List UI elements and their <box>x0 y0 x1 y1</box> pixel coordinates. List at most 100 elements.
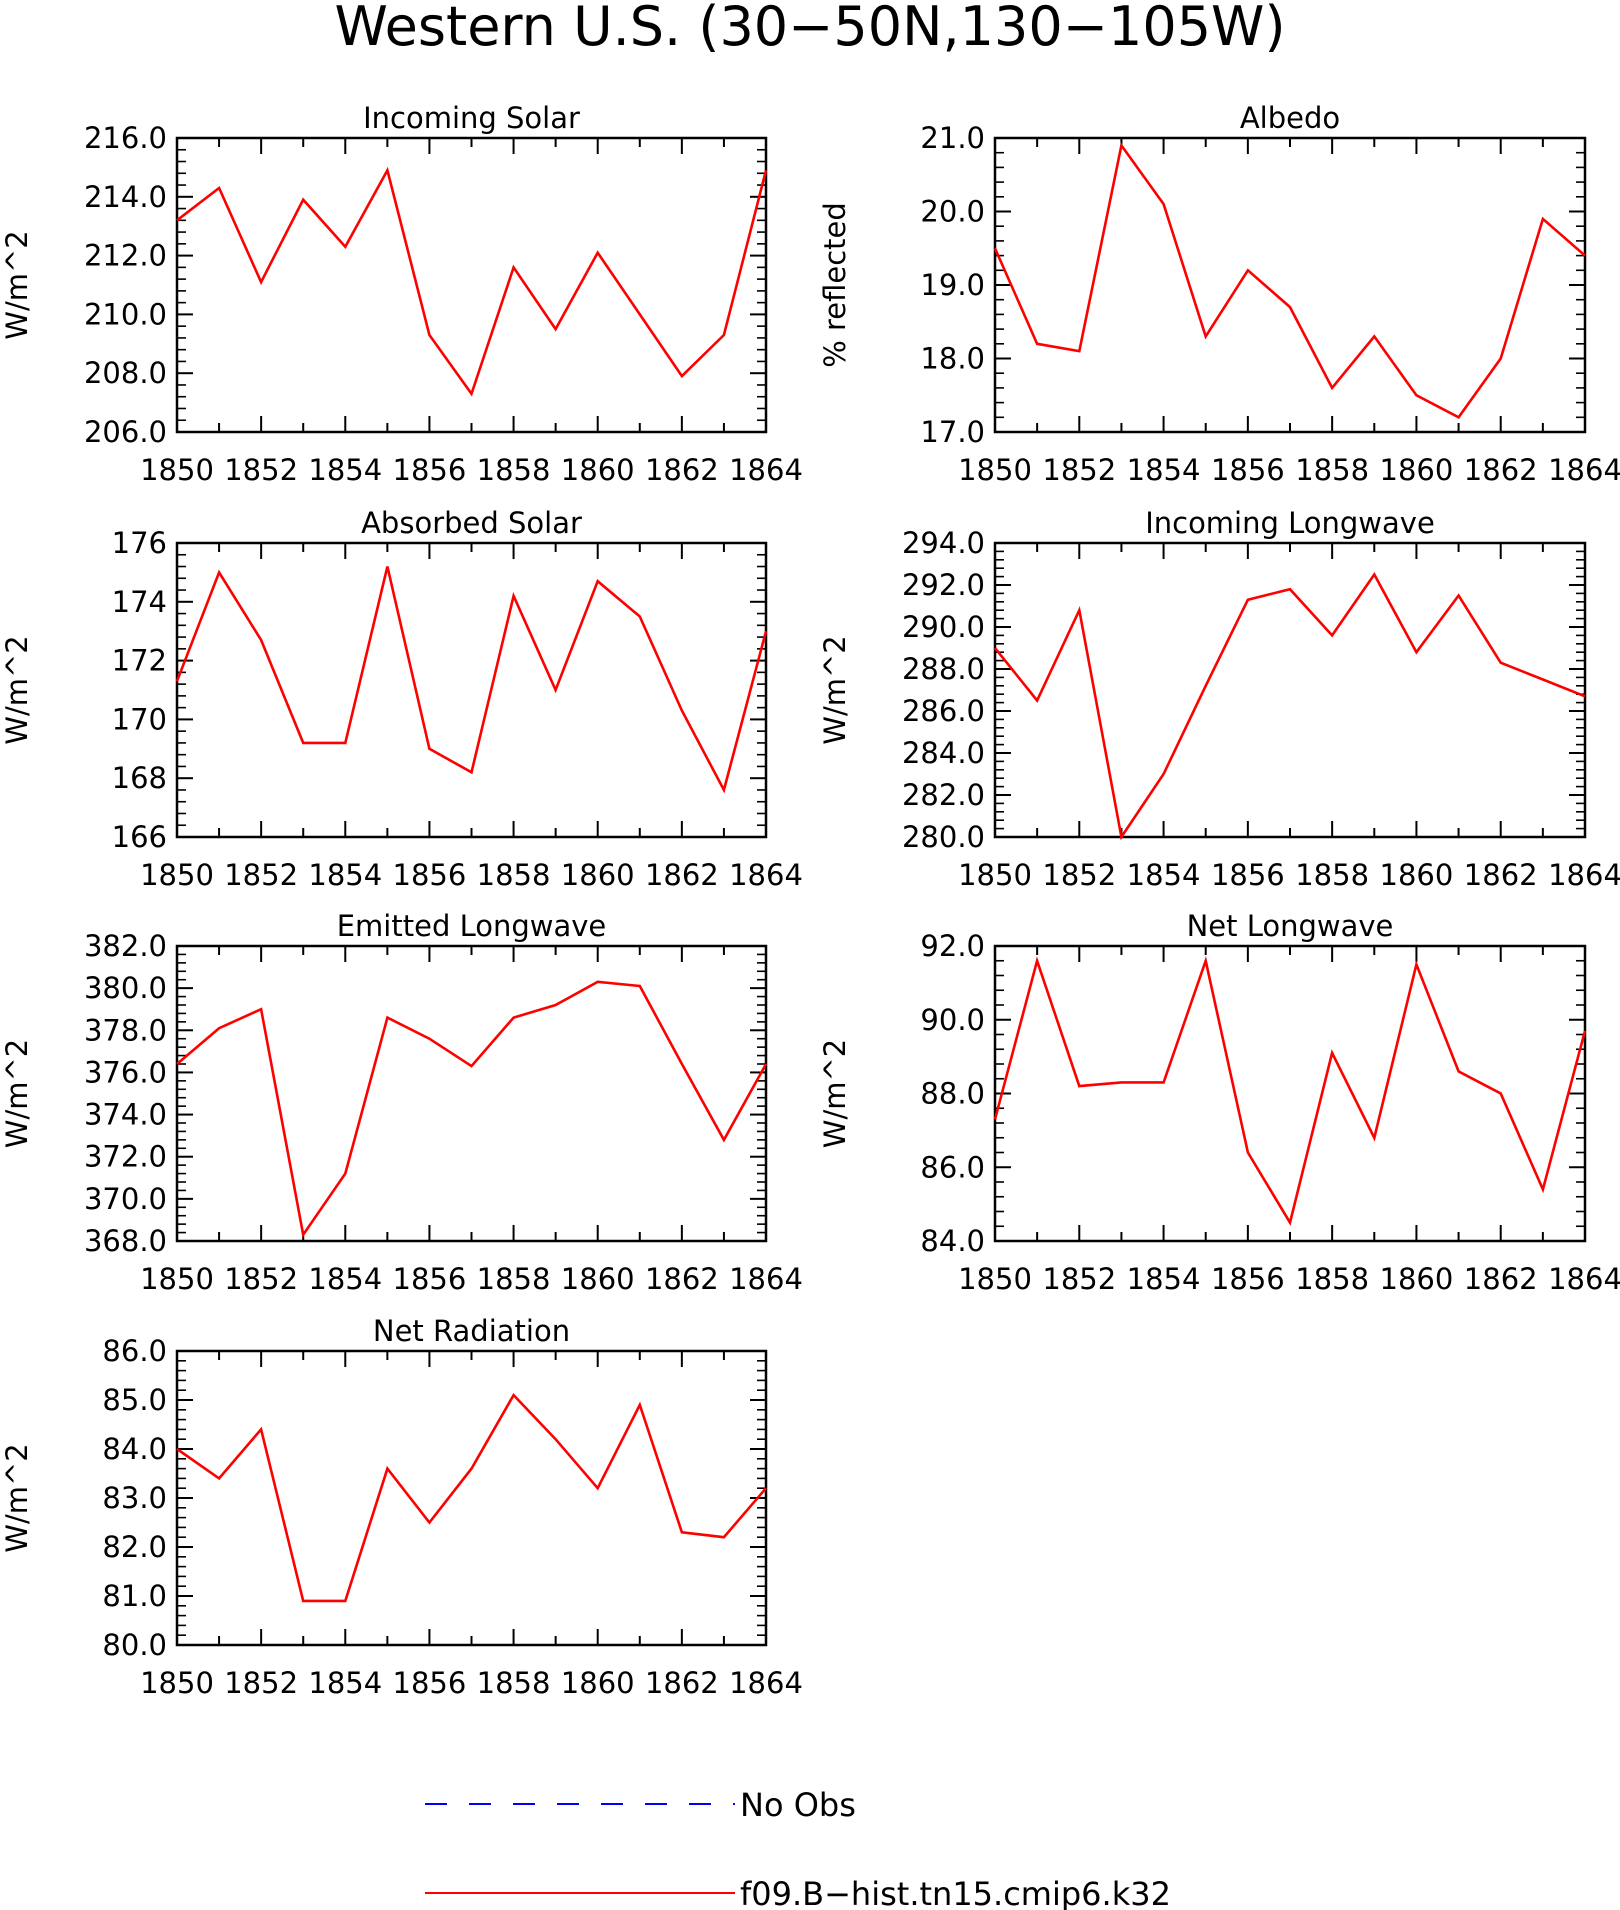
x-tick-label: 1852 <box>224 453 298 487</box>
x-tick-label: 1854 <box>308 1666 382 1700</box>
panel-title: Incoming Longwave <box>1145 506 1435 540</box>
y-tick-label: 378.0 <box>84 1013 167 1047</box>
x-tick-label: 1862 <box>1464 1262 1538 1296</box>
x-tick-label: 1854 <box>1127 453 1201 487</box>
x-tick-label: 1858 <box>477 1666 551 1700</box>
x-tick-label: 1856 <box>1211 1262 1285 1296</box>
y-tick-label: 372.0 <box>84 1140 167 1174</box>
y-tick-label: 85.0 <box>102 1383 167 1417</box>
plot-frame <box>993 944 1587 1243</box>
y-tick-label: 83.0 <box>102 1481 167 1515</box>
panel-title: Albedo <box>1240 101 1340 135</box>
x-tick-label: 1854 <box>308 453 382 487</box>
y-tick-label: 214.0 <box>84 180 167 214</box>
x-tick-label: 1862 <box>645 1666 719 1700</box>
y-axis-label: W/m^2 <box>818 635 852 744</box>
plot-frame <box>993 541 1587 839</box>
y-axis-label: W/m^2 <box>0 1443 34 1552</box>
x-tick-label: 1854 <box>1127 1262 1201 1296</box>
y-tick-label: 88.0 <box>920 1077 985 1111</box>
y-tick-label: 380.0 <box>84 971 167 1005</box>
x-tick-label: 1850 <box>140 1262 214 1296</box>
panel-1: 1850 1852 1854 1856 1858 1860 1862 1864 17.0 18.0… <box>818 101 1620 487</box>
x-tick-label: 1854 <box>308 1262 382 1296</box>
y-tick-label: 174 <box>112 585 167 619</box>
panel-title: Incoming Solar <box>363 101 580 135</box>
y-tick-label: 288.0 <box>902 652 985 686</box>
x-tick-label: 1860 <box>561 1262 635 1296</box>
y-tick-label: 280.0 <box>902 820 985 854</box>
y-tick-label: 92.0 <box>920 929 985 963</box>
series-line <box>176 980 768 1239</box>
y-tick-label: 374.0 <box>84 1098 167 1132</box>
x-tick-label: 1860 <box>561 858 635 892</box>
series-line <box>175 566 768 794</box>
y-tick-label: 382.0 <box>84 929 167 963</box>
panel-title: Net Radiation <box>373 1314 570 1348</box>
x-tick-label: 1862 <box>645 453 719 487</box>
x-tick-label: 1850 <box>140 858 214 892</box>
x-tick-label: 1858 <box>477 858 551 892</box>
x-tick-label: 1862 <box>1464 453 1538 487</box>
x-tick-label: 1860 <box>561 453 635 487</box>
y-tick-label: 216.0 <box>84 121 167 155</box>
x-tick-label: 1858 <box>477 1262 551 1296</box>
x-tick-label: 1860 <box>561 1666 635 1700</box>
plot-frame <box>175 541 768 839</box>
y-tick-label: 19.0 <box>920 268 985 302</box>
x-tick-label: 1858 <box>1295 1262 1369 1296</box>
y-tick-label: 80.0 <box>102 1628 167 1662</box>
x-tick-label: 1854 <box>1127 858 1201 892</box>
x-tick-label: 1852 <box>224 858 298 892</box>
x-tick-label: 1862 <box>645 858 719 892</box>
x-tick-label: 1860 <box>1380 858 1454 892</box>
x-tick-label: 1856 <box>1211 858 1285 892</box>
series-line <box>993 142 1586 419</box>
x-tick-label: 1864 <box>1548 858 1620 892</box>
panels: 1850 1852 1854 1856 1858 1860 1862 1864 206.0 208… <box>0 101 1620 1700</box>
y-tick-label: 81.0 <box>102 1579 167 1613</box>
plot-frame <box>175 1349 768 1647</box>
y-tick-label: 176 <box>112 526 167 560</box>
panel-title: Net Longwave <box>1187 909 1394 943</box>
y-tick-label: 168 <box>112 761 167 795</box>
panel-2: 1850 1852 1854 1856 1858 1860 1862 1864 166 168 17… <box>0 506 803 892</box>
x-tick-label: 1852 <box>1042 1262 1116 1296</box>
x-tick-label: 1856 <box>393 1666 467 1700</box>
x-tick-label: 1860 <box>1380 453 1454 487</box>
y-tick-label: 20.0 <box>920 195 985 229</box>
plot-frame <box>993 136 1587 434</box>
x-tick-label: 1858 <box>477 453 551 487</box>
y-tick-label: 18.0 <box>920 342 985 376</box>
y-tick-label: 376.0 <box>84 1055 167 1089</box>
y-tick-label: 282.0 <box>902 778 985 812</box>
x-tick-label: 1856 <box>393 858 467 892</box>
series-line <box>993 572 1586 841</box>
y-tick-label: 284.0 <box>902 736 985 770</box>
y-axis-label: W/m^2 <box>0 635 34 744</box>
x-tick-label: 1856 <box>393 453 467 487</box>
y-axis-label: W/m^2 <box>818 1039 852 1148</box>
x-tick-label: 1852 <box>224 1666 298 1700</box>
series-line <box>993 956 1587 1226</box>
x-tick-label: 1864 <box>729 453 803 487</box>
panel-5: 1850 1852 1854 1856 1858 1860 1862 1864 84.0 86.0… <box>818 909 1620 1296</box>
x-tick-label: 1864 <box>729 1666 803 1700</box>
legend-label-model: f09.B−hist.tn15.cmip6.k32 <box>740 1875 1171 1910</box>
y-tick-label: 86.0 <box>102 1334 167 1368</box>
y-tick-label: 206.0 <box>84 415 167 449</box>
x-tick-label: 1856 <box>1211 453 1285 487</box>
panel-6: 1850 1852 1854 1856 1858 1860 1862 1864 80.0 81.0… <box>0 1314 803 1700</box>
y-axis-label: % reflected <box>818 202 852 368</box>
y-tick-label: 172 <box>112 644 167 678</box>
plot-frame <box>175 944 768 1243</box>
x-tick-label: 1850 <box>140 1666 214 1700</box>
y-tick-label: 82.0 <box>102 1530 167 1564</box>
y-tick-label: 90.0 <box>920 1003 985 1037</box>
x-tick-label: 1858 <box>1295 453 1369 487</box>
panel-0: 1850 1852 1854 1856 1858 1860 1862 1864 206.0 208… <box>0 101 803 487</box>
y-tick-label: 84.0 <box>102 1432 167 1466</box>
x-tick-label: 1852 <box>1042 453 1116 487</box>
x-tick-label: 1864 <box>1548 453 1620 487</box>
y-tick-label: 17.0 <box>920 415 985 449</box>
